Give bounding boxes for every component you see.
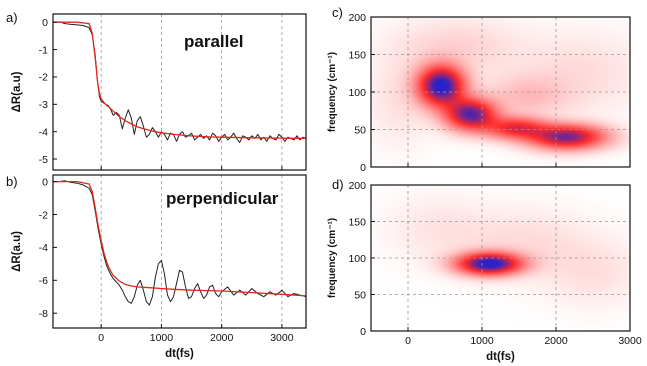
panel-label: d) [332,177,344,192]
panel-a: parallel 0 -1 -2 -3 -4 -5 ΔR(a.u) a) [6,10,307,171]
panel-label: a) [6,10,18,25]
series-group [53,21,306,144]
plot-frame [52,174,307,329]
x-tick-label: 1000 [470,335,494,347]
y-tick-label: 0 [42,176,48,188]
x-axis-label: dt(fs) [165,348,194,360]
y-tick-label: -5 [39,154,48,166]
y-tick-label: 100 [348,87,366,99]
series-group [53,180,306,306]
y-tick-label: 200 [348,180,366,192]
y-axis-label: frequency (cm⁻¹) [327,52,338,132]
x-tick-label: 0 [98,332,104,344]
panel-label: b) [6,174,18,189]
panel-annotation: perpendicular [166,189,279,208]
y-tick-label: 0 [360,326,366,338]
panel-label: c) [332,5,343,20]
panel-annotation: parallel [184,32,244,51]
fit-line [53,180,306,297]
y-tick-label: -4 [39,126,48,138]
x-axis-label: dt(fs) [486,351,515,363]
y-tick-label: -2 [39,72,48,84]
y-axis-label: frequency (cm⁻¹) [327,218,338,298]
y-tick-label: 50 [354,124,366,136]
fit-line [53,21,306,139]
plot-frame [52,13,307,171]
panel-b: perpendicular 0 1000 2000 3000 0 -2 -4 -6 -8 dt(fs… [6,174,307,360]
x-tick-label: 2000 [210,332,234,344]
data-line [53,21,306,144]
y-tick-label: -4 [39,242,48,254]
y-axis-label: ΔR(a.u) [11,231,23,272]
y-tick-label: 150 [348,49,366,61]
y-tick-label: 0 [360,162,366,174]
y-tick-label: -1 [39,44,48,56]
y-tick-label: 100 [348,253,366,265]
y-tick-label: -8 [39,308,48,320]
x-tick-label: 3000 [618,335,642,347]
y-tick-label: 150 [348,216,366,228]
panel-d: 0 1000 2000 3000 0 50 100 150 200 dt(fs) frequency… [327,177,642,363]
y-tick-label: -6 [39,275,48,287]
x-tick-label: 3000 [270,332,294,344]
x-tick-label: 0 [405,335,411,347]
y-tick-label: -2 [39,209,48,221]
y-tick-label: 0 [42,17,48,29]
x-tick-label: 1000 [150,332,174,344]
y-tick-label: -3 [39,99,48,111]
y-axis-label: ΔR(a.u) [11,71,23,112]
y-tick-label: 200 [348,12,366,24]
panel-c: 0 50 100 150 200 frequency (cm⁻¹) c) [327,5,631,174]
x-tick-label: 2000 [544,335,568,347]
y-tick-label: 50 [354,289,366,301]
